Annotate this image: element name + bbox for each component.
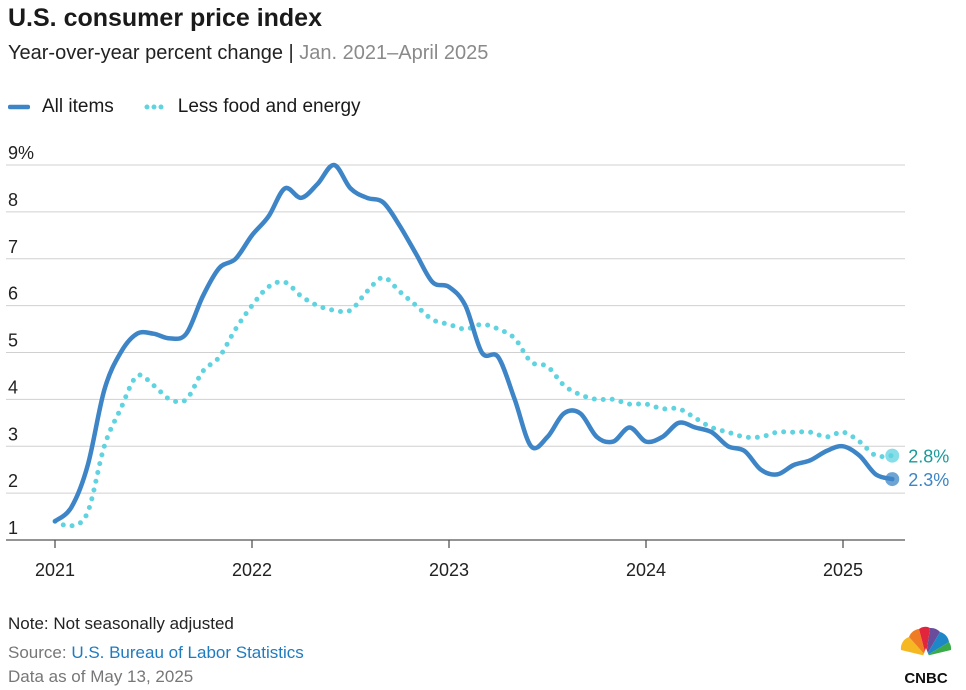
chart-title: U.S. consumer price index [8,4,322,32]
gridlines [6,164,905,494]
legend-label-core: Less food and energy [177,96,361,117]
series-lines [52,162,895,529]
x-tick-label: 2021 [35,560,75,580]
y-tick-label: 5 [8,331,18,351]
chart-source: Source: U.S. Bureau of Labor Statistics [8,643,304,663]
x-tick-label: 2025 [823,560,863,580]
subtitle-separator: | [282,42,300,64]
chart-legend: All items Less food and energy [8,96,391,118]
end-markers: 2.8% 2.3% [885,447,949,490]
y-tick-label: 7 [8,237,18,257]
logo-text: CNBC [904,670,947,686]
y-tick-label: 2 [8,471,18,491]
series-line-less-food-and-energy [52,275,895,529]
cnbc-peacock-logo: CNBC [900,626,952,686]
chart-subtitle: Year-over-year percent change | Jan. 202… [8,42,488,65]
legend-swatch-dotted [144,104,166,110]
x-tick-label: 2024 [626,560,666,580]
y-tick-label: 4 [8,377,18,397]
y-tick-label: 6 [8,284,18,304]
legend-item-all-items: All items [8,96,114,118]
end-marker-all-items [885,472,900,487]
y-tick-label: 1 [8,518,18,538]
y-axis-labels: 1 2 3 4 5 6 7 8 9% [8,143,34,538]
x-tick-label: 2022 [232,560,272,580]
series-line-all-items [52,162,895,524]
subtitle-main: Year-over-year percent change [8,42,283,64]
end-label-core: 2.8% [908,447,949,467]
y-tick-label: 3 [8,424,18,444]
line-chart: 2021 2022 2023 2024 2025 1 2 3 4 5 6 7 8 9% 2.8% 2.3% [6,143,949,580]
source-link[interactable]: U.S. Bureau of Labor Statistics [71,643,304,662]
subtitle-range: Jan. 2021–April 2025 [299,42,489,64]
x-tick-label: 2023 [429,560,469,580]
y-tick-label: 9% [8,143,34,163]
legend-label-all-items: All items [42,96,114,117]
legend-swatch-solid [8,104,30,110]
end-marker-core [885,448,900,463]
chart-note: Note: Not seasonally adjusted [8,614,234,633]
end-label-all-items: 2.3% [908,470,949,490]
data-as-of: Data as of May 13, 2025 [8,667,194,686]
legend-item-core: Less food and energy [144,96,361,118]
x-axis: 2021 2022 2023 2024 2025 [6,539,905,580]
y-tick-label: 8 [8,190,18,210]
source-label: Source: [8,643,72,662]
